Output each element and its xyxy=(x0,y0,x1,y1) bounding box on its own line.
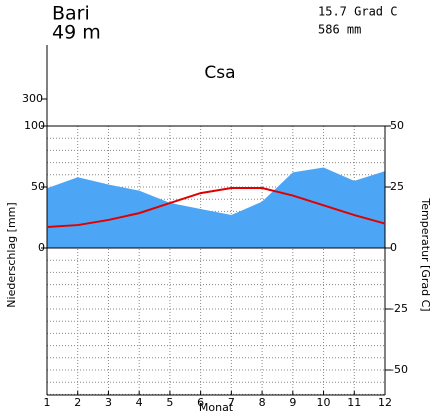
y2-tick-label: 0 xyxy=(390,241,397,254)
y2-tick-label: 25 xyxy=(390,180,404,193)
elevation: 49 m xyxy=(52,22,101,44)
y2-axis-label: Temperatur [Grad C] xyxy=(419,197,432,311)
x-tick-label: 1 xyxy=(44,396,51,409)
y-tick-label: 0 xyxy=(38,241,45,254)
x-tick-label: 6 xyxy=(197,396,204,409)
x-tick-label: 4 xyxy=(136,396,143,409)
y-tick-label: 50 xyxy=(31,180,45,193)
y-tick-label: 100 xyxy=(24,119,45,132)
y-tick-label: 300 xyxy=(22,92,43,105)
y2-tick-label: -50 xyxy=(390,363,408,376)
precipitation-area xyxy=(47,167,385,248)
x-tick-label: 2 xyxy=(74,396,81,409)
temperature-line xyxy=(46,186,386,229)
x-tick-label: 3 xyxy=(105,396,112,409)
y2-tick-label: -25 xyxy=(390,302,408,315)
x-tick-label: 8 xyxy=(259,396,266,409)
x-tick-label: 9 xyxy=(289,396,296,409)
annual-precipitation: 586 mm xyxy=(318,23,361,37)
y-axis-label: Niederschlag [mm] xyxy=(5,202,18,307)
x-axis-label: Monat xyxy=(199,401,234,414)
mean-temperature: 15.7 Grad C xyxy=(318,5,397,19)
station-name: Bari xyxy=(52,3,90,25)
y2-tick-label: 50 xyxy=(390,119,404,132)
x-tick-label: 11 xyxy=(347,396,361,409)
x-tick-label: 10 xyxy=(317,396,331,409)
climate-class: Csa xyxy=(204,63,235,83)
x-tick-label: 12 xyxy=(378,396,392,409)
x-tick-label: 5 xyxy=(166,396,173,409)
x-tick-label: 7 xyxy=(228,396,235,409)
